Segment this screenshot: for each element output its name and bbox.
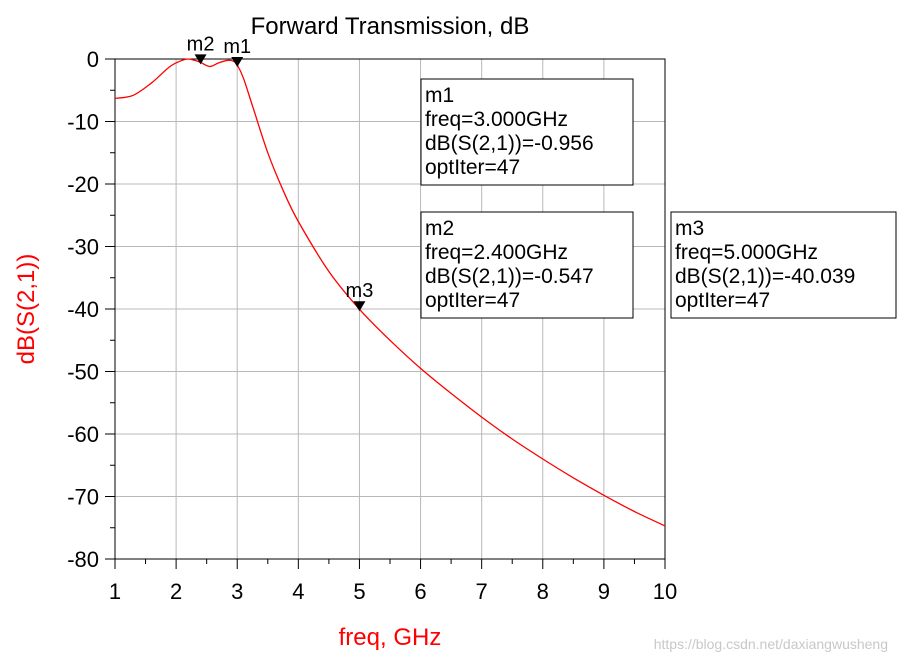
marker-triangle-m1 [231,56,244,67]
marker-box-m1-line-2: freq=3.000GHz [425,108,568,131]
marker-box-m2-line-3: dB(S(2,1))=-0.547 [425,265,594,288]
marker-box-m2-line-4: optIter=47 [425,289,520,312]
x-tick-label-7: 7 [476,579,488,604]
series-line-0 [114,58,666,527]
marker-box-m3-line-1: m3 [675,217,704,240]
y-tick-label--30: -30 [67,235,99,260]
y-tick-label-0: 0 [87,47,99,72]
marker-box-m1-line-4: optIter=47 [425,156,520,179]
x-tick-label-6: 6 [414,579,426,604]
y-tick-label--50: -50 [67,360,99,385]
x-tick-label-5: 5 [353,579,365,604]
x-tick-label-1: 1 [109,579,121,604]
watermark: https://blog.csdn.net/daxiangwusheng [653,636,888,652]
x-axis-label: freq, GHz [339,624,442,651]
chart-title: Forward Transmission, dB [251,13,530,40]
y-tick-label--10: -10 [67,110,99,135]
marker-box-m3: m3 freq=5.000GHz dB(S(2,1))=-40.039 optI… [670,211,897,319]
marker-box-m1-line-1: m1 [425,84,454,107]
marker-triangle-m3 [353,301,366,312]
axis-ticks: 1 2 3 4 5 6 7 8 9 10 0 -10 -20 -30 -40 -50 -60 -70 -80 [67,47,677,604]
y-tick-label--70: -70 [67,485,99,510]
marker-box-m1: m1 freq=3.000GHz dB(S(2,1))=-0.956 optIt… [420,78,634,186]
marker-label-m2: m2 [187,33,215,55]
x-tick-label-8: 8 [537,579,549,604]
x-tick-label-4: 4 [292,579,304,604]
marker-box-m2-line-1: m2 [425,217,454,240]
y-tick-label--60: -60 [67,422,99,447]
x-tick-label-2: 2 [170,579,182,604]
marker-box-m3-line-4: optIter=47 [675,289,770,312]
marker-box-m1-line-3: dB(S(2,1))=-0.956 [425,132,594,155]
marker-box-m3-line-2: freq=5.000GHz [675,241,818,264]
marker-triangle-m2 [194,54,207,65]
y-tick-label--20: -20 [67,172,99,197]
y-axis-label: dB(S(2,1)) [13,254,40,365]
marker-label-m1: m1 [223,36,251,58]
marker-box-m2-line-2: freq=2.400GHz [425,241,568,264]
marker-box-m2: m2 freq=2.400GHz dB(S(2,1))=-0.547 optIt… [420,211,634,319]
x-tick-label-10: 10 [653,579,677,604]
marker-box-m3-line-3: dB(S(2,1))=-40.039 [675,265,855,288]
y-tick-label--80: -80 [67,547,99,572]
y-tick-label--40: -40 [67,297,99,322]
x-tick-label-9: 9 [598,579,610,604]
markers-layer: m1 m2 m3 [187,33,374,312]
series-layer [114,58,666,527]
x-tick-label-3: 3 [231,579,243,604]
marker-label-m3: m3 [346,280,374,302]
